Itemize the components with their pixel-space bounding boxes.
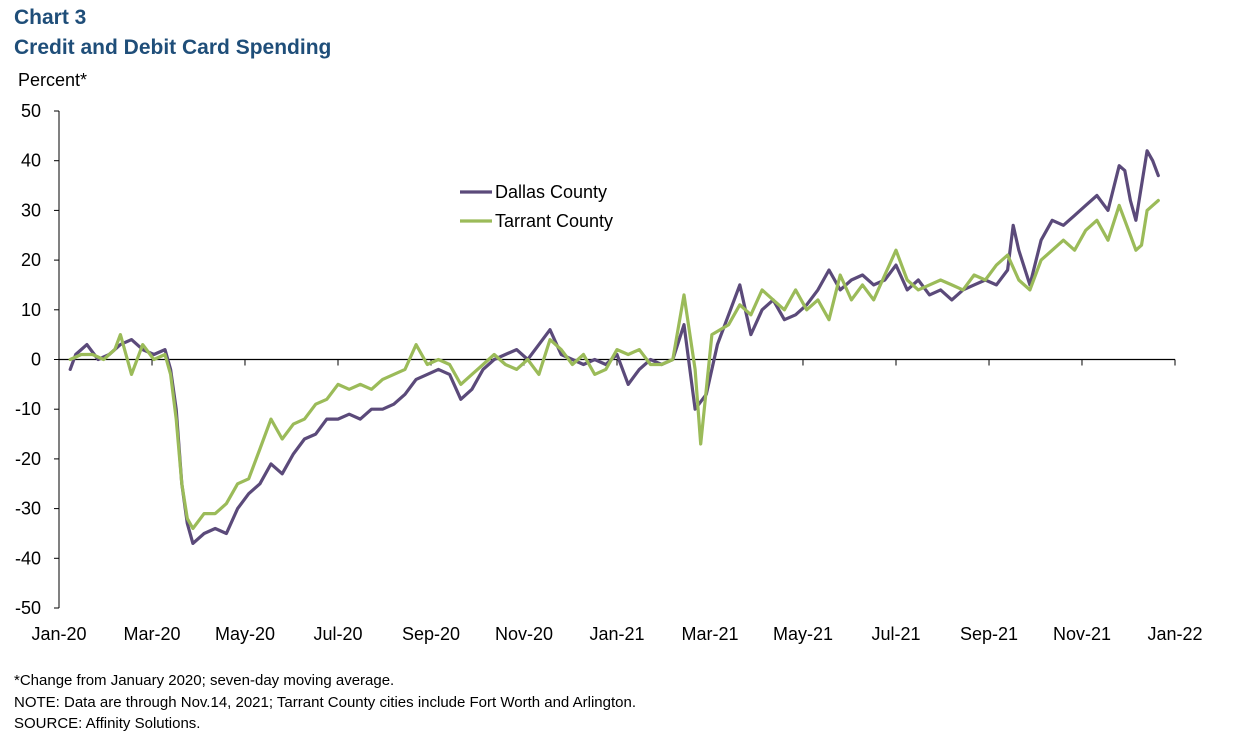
x-tick-label: Sep-20	[402, 624, 460, 644]
x-tick-label: Jul-21	[871, 624, 920, 644]
legend: Dallas County Tarrant County	[460, 182, 613, 231]
notes: *Change from January 2020; seven-day mov…	[14, 670, 636, 735]
series-line-dallas-county	[68, 149, 1160, 545]
x-tick-label: Jul-20	[313, 624, 362, 644]
data-note: NOTE: Data are through Nov.14, 2021; Tar…	[14, 693, 636, 711]
x-tick-label: Jan-21	[589, 624, 644, 644]
chart-title: Credit and Debit Card Spending	[14, 36, 332, 59]
y-tick-label: -10	[15, 399, 41, 419]
series-line-tarrant-county	[68, 198, 1160, 531]
x-tick-label: Nov-20	[495, 624, 553, 644]
x-tick-label: Mar-21	[682, 624, 739, 644]
y-tick-label: 30	[21, 200, 41, 220]
x-tick-label: May-20	[215, 624, 275, 644]
y-tick-label: 20	[21, 250, 41, 270]
chart-label: Chart 3	[14, 6, 87, 29]
axes: 50 40 30 20 10 0 -10 -20 -30 -40 -50 Jan-20 Mar-20 Ma…	[15, 101, 1203, 644]
legend-label: Dallas County	[495, 182, 607, 202]
y-tick-label: -30	[15, 499, 41, 519]
y-tick-label: 10	[21, 300, 41, 320]
x-tick-label: Mar-20	[124, 624, 181, 644]
y-tick-label: -50	[15, 598, 41, 618]
y-axis-unit-label: Percent*	[18, 70, 88, 90]
x-tick-label: Sep-21	[960, 624, 1018, 644]
footnote: *Change from January 2020; seven-day mov…	[14, 672, 395, 689]
series-layer	[68, 149, 1160, 545]
x-tick-label: Jan-22	[1147, 624, 1202, 644]
y-tick-label: 0	[31, 350, 41, 370]
x-tick-label: Jan-20	[31, 624, 86, 644]
y-tick-label: -20	[15, 449, 41, 469]
y-tick-label: -40	[15, 548, 41, 568]
y-tick-label: 40	[21, 151, 41, 171]
source-note: SOURCE: Affinity Solutions.	[14, 715, 201, 732]
x-tick-label: May-21	[773, 624, 833, 644]
y-tick-label: 50	[21, 101, 41, 121]
legend-label: Tarrant County	[495, 211, 613, 231]
x-tick-label: Nov-21	[1053, 624, 1111, 644]
